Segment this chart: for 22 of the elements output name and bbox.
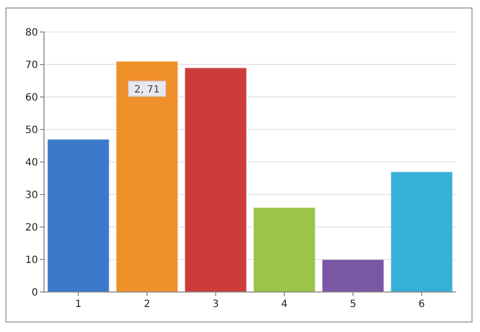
x-tick-label: 4 xyxy=(281,299,288,310)
y-tick-label: 70 xyxy=(25,60,38,71)
y-tick-label: 20 xyxy=(25,222,38,234)
x-tick-label: 2 xyxy=(144,299,150,310)
x-tick-label: 5 xyxy=(350,299,356,310)
x-tick-label: 3 xyxy=(212,299,219,310)
bar xyxy=(252,207,316,292)
bar xyxy=(116,60,178,292)
y-tick-label: 10 xyxy=(25,255,38,266)
bar xyxy=(46,138,110,292)
x-tick-label: 6 xyxy=(418,299,425,310)
y-tick-label: 0 xyxy=(32,288,38,298)
annotation: 2, 71 xyxy=(134,84,160,96)
bar xyxy=(322,259,384,292)
bar xyxy=(184,67,248,292)
x-tick-label: 1 xyxy=(75,299,82,310)
y-tick-label: 50 xyxy=(25,125,38,136)
y-tick-label: 80 xyxy=(25,28,38,38)
y-tick-label: 30 xyxy=(25,190,38,201)
y-tick-label: 60 xyxy=(25,92,38,104)
y-tick-label: 40 xyxy=(25,158,38,168)
bar xyxy=(390,171,454,292)
